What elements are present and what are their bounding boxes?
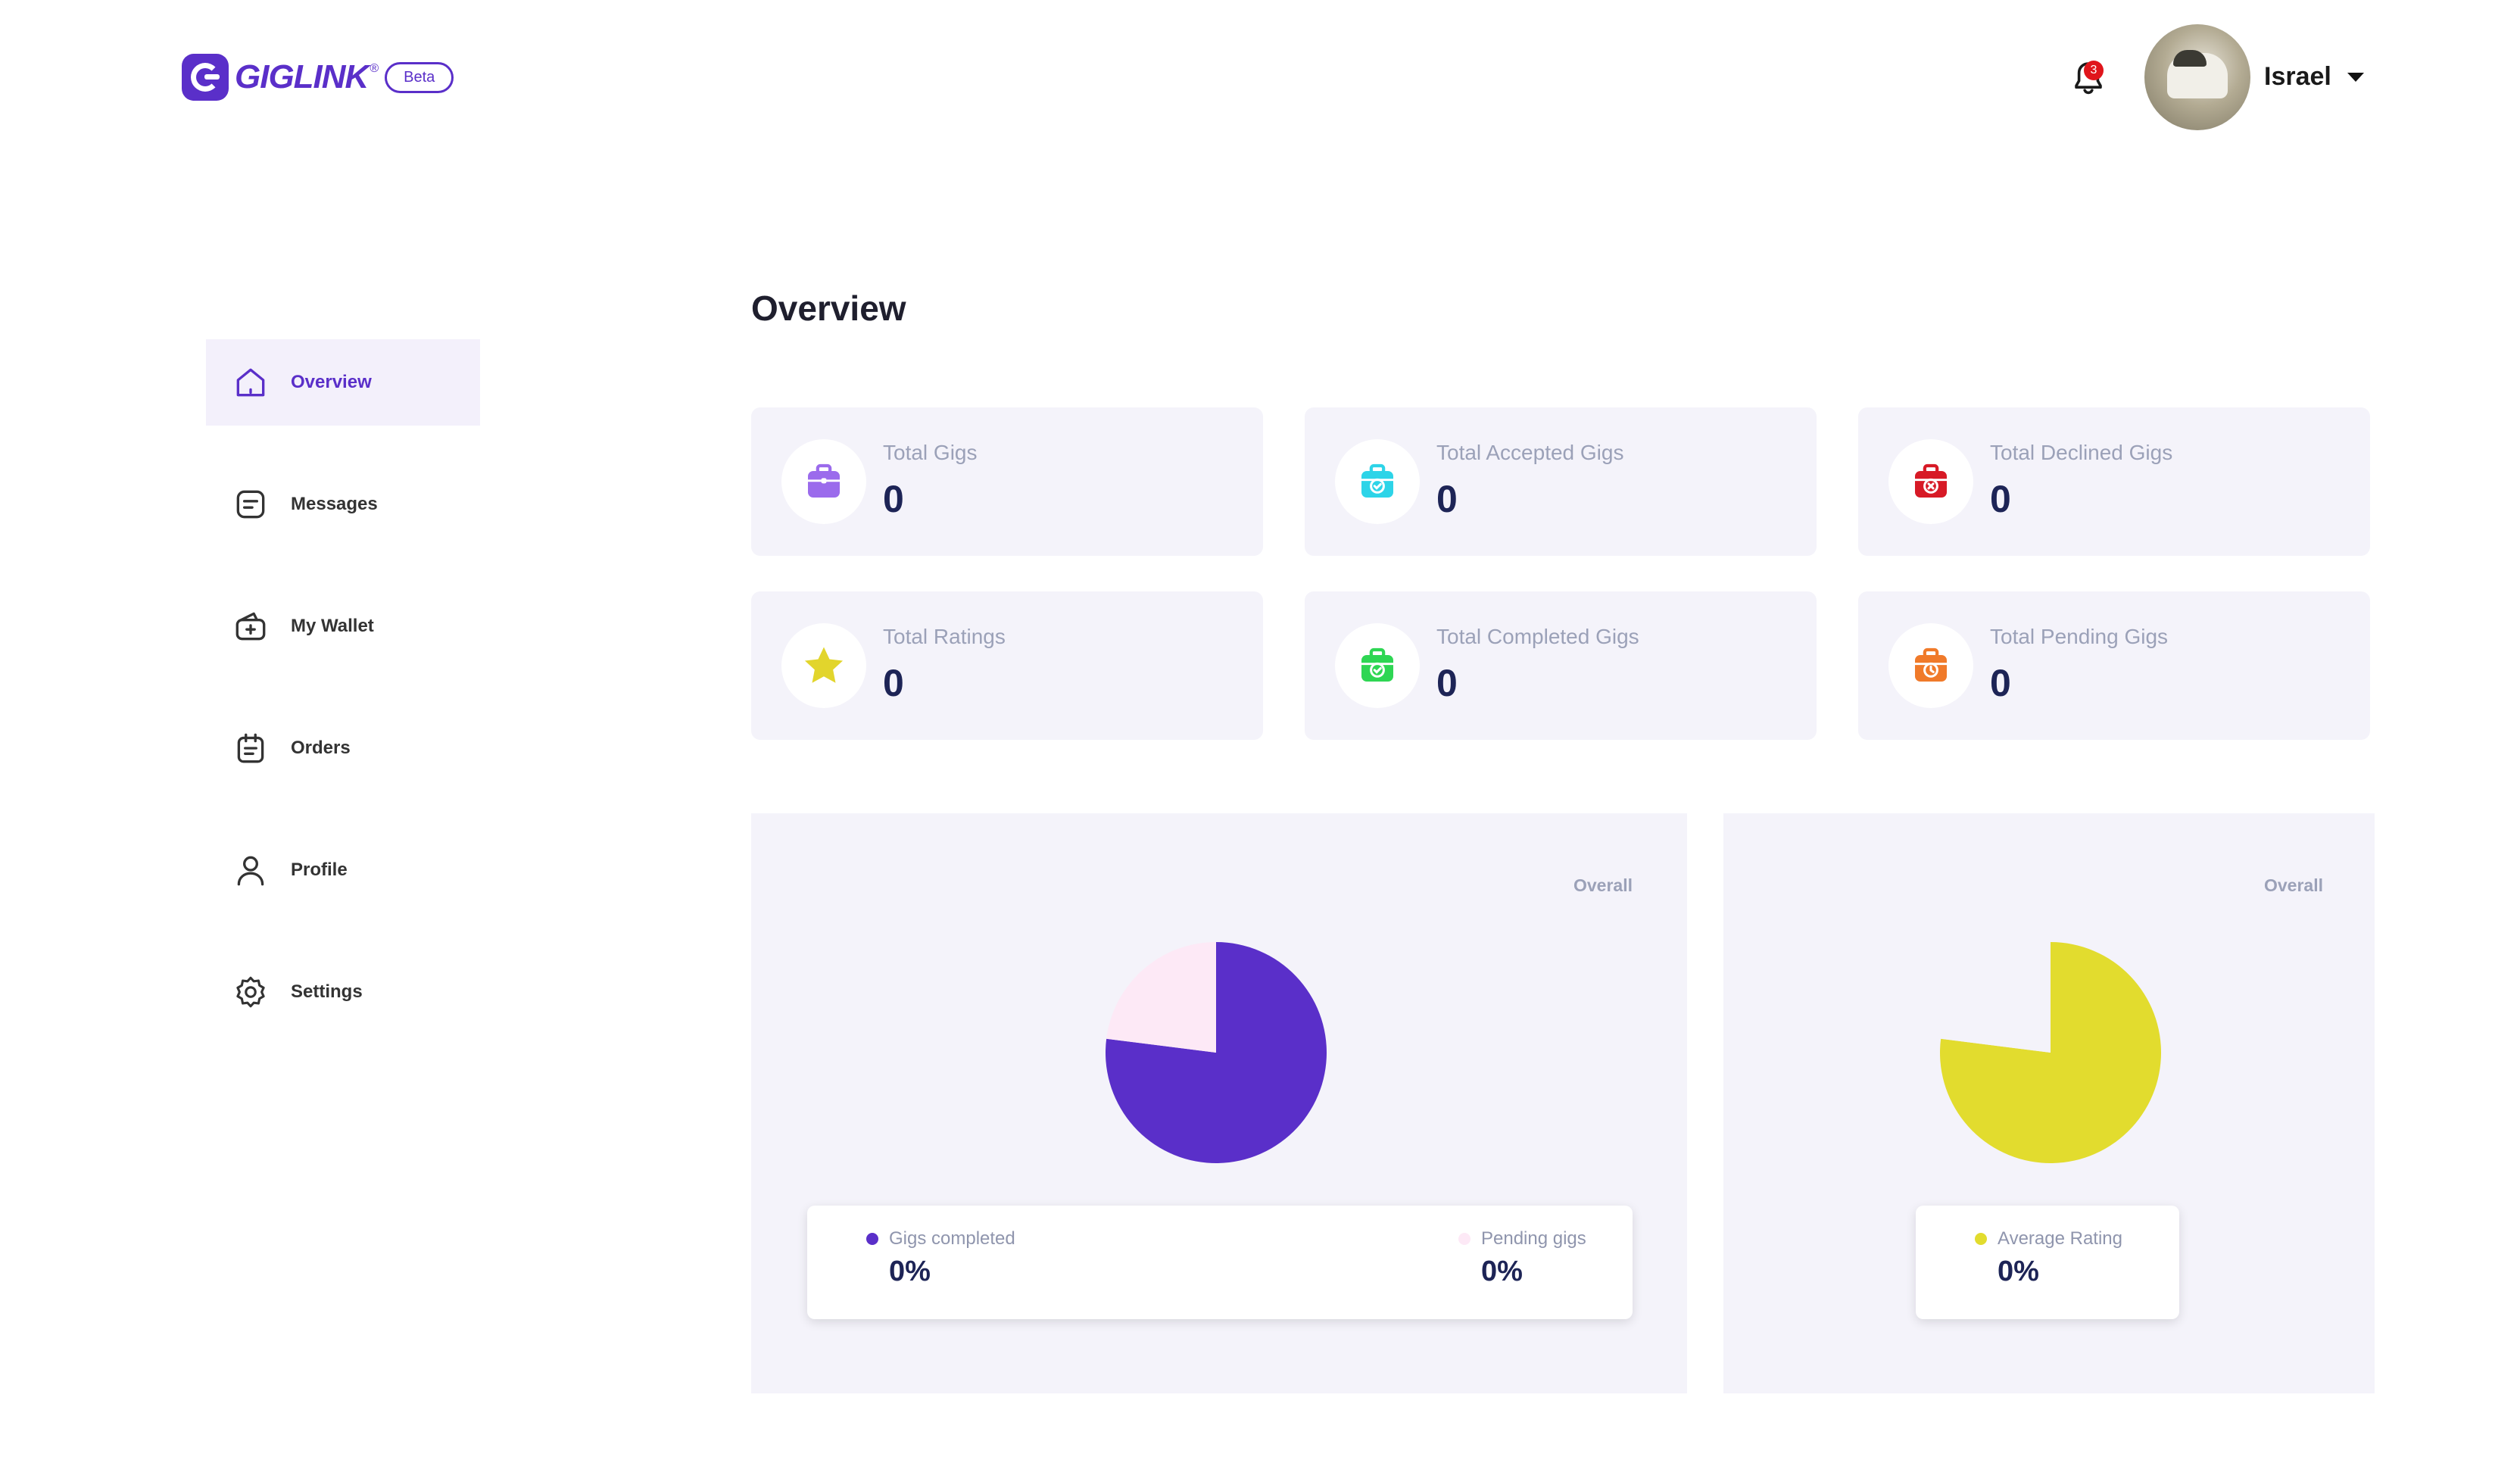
overall-filter[interactable]: Overall — [1573, 875, 1633, 895]
legend-label: Average Rating — [1998, 1228, 2122, 1249]
notification-count-badge: 3 — [2084, 61, 2104, 80]
stat-value: 0 — [1436, 662, 1458, 704]
sidebar-item-settings[interactable]: Settings — [206, 949, 480, 1035]
legend-item-average-rating: Average Rating 0% — [1975, 1228, 2122, 1288]
legend-dot — [1458, 1233, 1471, 1245]
stat-card-total-completed-gigs: Total Completed Gigs 0 — [1305, 591, 1817, 740]
legend-item-pending-gigs: Pending gigs 0% — [1458, 1228, 1586, 1288]
rating-pie-chart — [1940, 942, 2161, 1163]
gigs-pie-chart — [1106, 942, 1327, 1163]
stat-label: Total Accepted Gigs — [1436, 441, 1624, 464]
user-name[interactable]: Israel — [2264, 62, 2331, 91]
logo-registered-mark: ® — [370, 62, 379, 75]
stat-card-total-accepted-gigs: Total Accepted Gigs 0 — [1305, 407, 1817, 556]
user-icon — [237, 856, 264, 886]
rating-chart-legend: Average Rating 0% — [1916, 1206, 2179, 1319]
briefcase-x-icon — [1888, 439, 1973, 524]
rating-pie-slice-1 — [1941, 942, 2051, 1053]
avatar[interactable] — [2144, 24, 2250, 130]
gear-icon — [236, 976, 265, 1008]
beta-badge: Beta — [385, 61, 454, 93]
rating-chart-panel: Overall Average Rating 0% — [1723, 813, 2375, 1393]
stat-card-total-ratings: Total Ratings 0 — [751, 591, 1263, 740]
stat-card-total-gigs: Total Gigs 0 — [751, 407, 1263, 556]
stat-value: 0 — [883, 662, 904, 704]
message-icon — [236, 490, 265, 519]
sidebar-item-label: My Wallet — [291, 616, 374, 636]
sidebar-item-label: Profile — [291, 860, 348, 880]
sidebar-item-orders[interactable]: Orders — [206, 705, 480, 791]
gigs-chart-panel: Overall Gigs completed 0% Pending gigs 0… — [751, 813, 1687, 1393]
briefcase-check-icon — [1335, 439, 1420, 524]
legend-label: Gigs completed — [889, 1228, 1015, 1249]
calendar-icon — [237, 733, 264, 763]
gigs-chart-legend: Gigs completed 0% Pending gigs 0% — [807, 1206, 1633, 1319]
sidebar-item-label: Overview — [291, 372, 372, 392]
stat-card-total-declined-gigs: Total Declined Gigs 0 — [1858, 407, 2370, 556]
sidebar-item-label: Settings — [291, 981, 363, 1002]
giglink-logo[interactable]: GIGLINK ® Beta — [182, 53, 454, 101]
logo-mark-icon — [182, 54, 229, 101]
wallet-icon — [235, 612, 266, 641]
stat-label: Total Declined Gigs — [1990, 441, 2173, 464]
page-title: Overview — [751, 289, 906, 328]
legend-dot — [866, 1233, 878, 1245]
briefcase-check-icon — [1335, 623, 1420, 708]
sidebar-item-profile[interactable]: Profile — [206, 827, 480, 913]
stat-value: 0 — [883, 478, 904, 520]
stat-label: Total Gigs — [883, 441, 978, 464]
stat-label: Total Ratings — [883, 625, 1006, 648]
legend-value: 0% — [1481, 1256, 1523, 1287]
sidebar-item-label: Messages — [291, 494, 378, 514]
stat-label: Total Completed Gigs — [1436, 625, 1639, 648]
legend-value: 0% — [889, 1256, 931, 1287]
chevron-down-icon[interactable] — [2347, 73, 2364, 82]
sidebar-item-messages[interactable]: Messages — [206, 461, 480, 548]
stat-card-total-pending-gigs: Total Pending Gigs 0 — [1858, 591, 2370, 740]
legend-item-gigs-completed: Gigs completed 0% — [866, 1228, 1015, 1288]
stat-value: 0 — [1990, 662, 2011, 704]
briefcase-icon — [781, 439, 866, 524]
overall-filter[interactable]: Overall — [2264, 875, 2323, 895]
briefcase-clock-icon — [1888, 623, 1973, 708]
sidebar-item-overview[interactable]: Overview — [206, 339, 480, 426]
stat-value: 0 — [1990, 478, 2011, 520]
star-icon — [781, 623, 866, 708]
stat-label: Total Pending Gigs — [1990, 625, 2169, 648]
logo-text: GIGLINK — [235, 58, 369, 95]
stat-value: 0 — [1436, 478, 1458, 520]
home-icon — [236, 368, 265, 397]
legend-label: Pending gigs — [1481, 1228, 1586, 1249]
gigs-pie-slice-1 — [1106, 942, 1216, 1053]
legend-value: 0% — [1998, 1256, 2039, 1287]
sidebar-item-my-wallet[interactable]: My Wallet — [206, 583, 480, 669]
legend-dot — [1975, 1233, 1987, 1245]
sidebar-item-label: Orders — [291, 738, 351, 758]
